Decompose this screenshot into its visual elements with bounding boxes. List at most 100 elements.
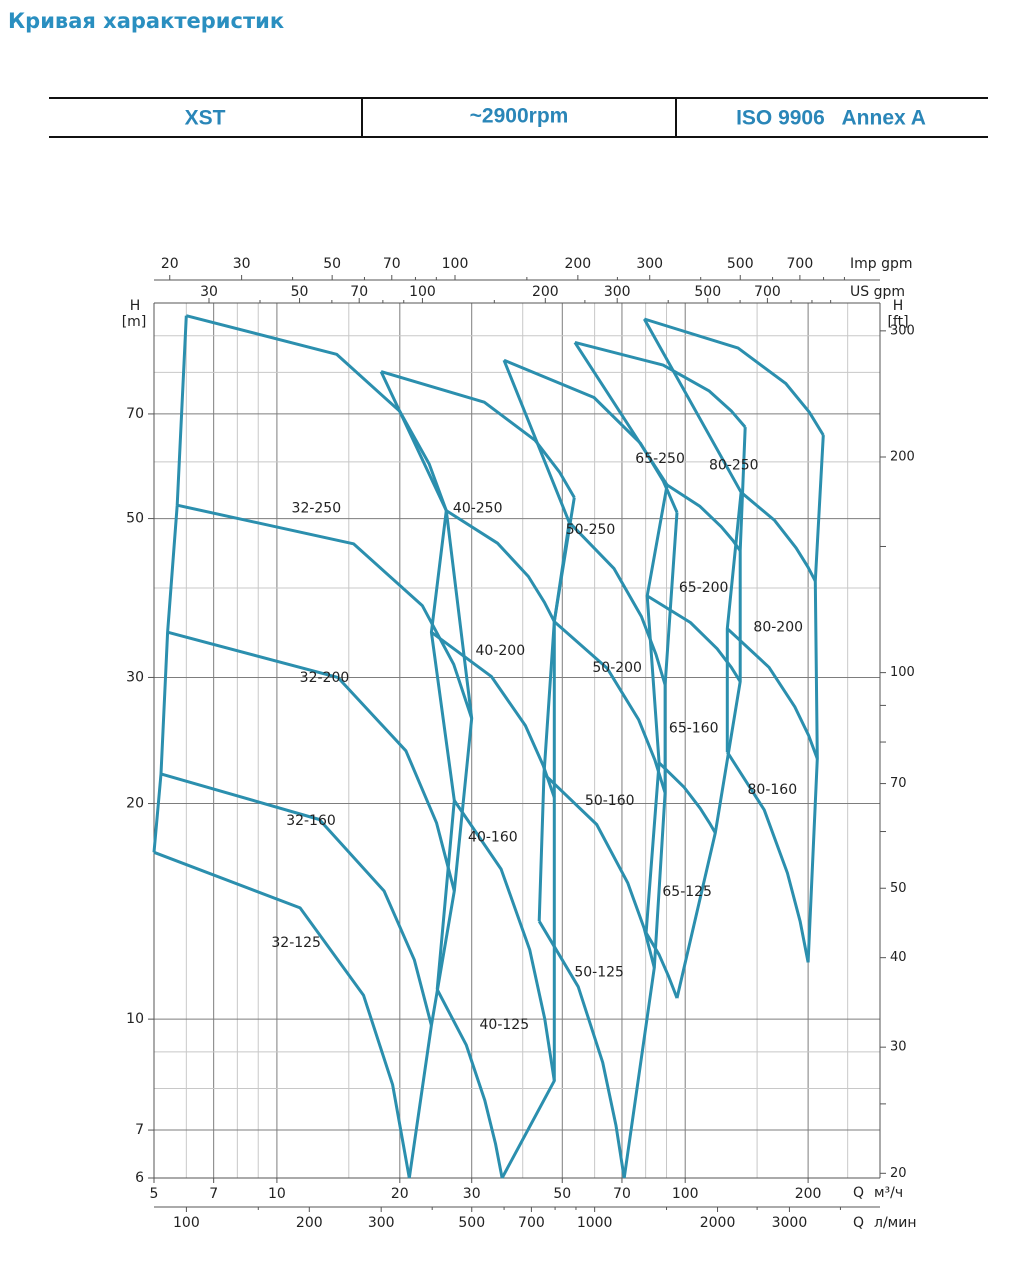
page-title: Кривая характеристик: [8, 9, 284, 33]
model-label: 65-160: [669, 721, 719, 737]
x2-tick-label: 50: [291, 284, 309, 300]
y2-tick-label: 70: [890, 776, 907, 791]
y2-tick-label: 200: [890, 449, 915, 464]
x2-tick-label: 100: [442, 256, 469, 272]
x-tick-label: 5: [150, 1186, 159, 1202]
pump-curve: [445, 509, 556, 623]
pump-curve: [740, 491, 817, 582]
pump-curve: [643, 317, 825, 436]
x2-tick-label: 200: [564, 256, 591, 272]
x2-tick-label: 1000: [577, 1215, 613, 1231]
x-axis-label: Q: [853, 1185, 864, 1201]
envelope-line: [573, 341, 669, 933]
pump-curve: [553, 620, 667, 794]
model-label: 80-250: [709, 458, 759, 474]
x2-axis-unit: л/мин: [874, 1215, 916, 1231]
pump-curve: [644, 932, 679, 999]
pump-curve: [726, 751, 810, 963]
pump-curve: [160, 772, 433, 1026]
y2-tick-label: 50: [890, 881, 907, 896]
model-label: 65-250: [635, 451, 685, 467]
x2-tick-label: 300: [368, 1215, 395, 1231]
y-axis-unit: [m]: [122, 314, 147, 330]
x2-tick-label: 50: [323, 256, 341, 272]
header-cell: ISO 9906 Annex A: [736, 107, 926, 130]
x2-tick-label: 200: [296, 1215, 323, 1231]
y-tick-label: 30: [126, 669, 144, 685]
pump-curve: [537, 920, 626, 1179]
x2-tick-label: 30: [200, 284, 218, 300]
x2-axis-label: Q: [853, 1215, 864, 1231]
x2-axis-unit: US gpm: [850, 284, 905, 300]
y2-tick-label: 300: [890, 323, 915, 338]
model-label: 50-200: [592, 660, 642, 676]
x2-tick-label: 300: [604, 284, 631, 300]
model-label: 50-160: [585, 793, 635, 809]
envelope-line: [675, 427, 747, 999]
x2-tick-label: 100: [409, 284, 436, 300]
y2-axis-unit: [ft]: [887, 314, 908, 330]
x2-tick-label: 70: [383, 256, 401, 272]
x-axis-unit: м³/ч: [874, 1185, 903, 1201]
model-label: 40-200: [476, 643, 526, 659]
envelope-line: [806, 435, 825, 963]
y-tick-label: 20: [126, 796, 144, 812]
y2-axis-label: H: [893, 298, 904, 314]
envelope-line: [407, 510, 474, 1179]
model-label: 40-125: [480, 1017, 530, 1033]
pump-curve: [658, 761, 717, 834]
model-label: 65-200: [679, 580, 729, 596]
pump-curve: [542, 772, 656, 969]
model-label: 50-250: [566, 522, 616, 538]
y2-tick-label: 20: [890, 1166, 907, 1181]
x2-tick-label: 200: [532, 284, 559, 300]
header-cell: ~2900rpm: [470, 105, 569, 128]
x-tick-label: 30: [463, 1186, 481, 1202]
model-label: 80-200: [753, 619, 803, 635]
pump-curve: [185, 314, 448, 512]
x-tick-label: 7: [209, 1186, 218, 1202]
model-label: 32-125: [271, 935, 321, 951]
y-tick-label: 50: [126, 511, 144, 527]
x2-tick-label: 30: [233, 256, 251, 272]
pump-curve: [153, 850, 411, 1179]
x2-tick-label: 300: [636, 256, 663, 272]
pump-curve: [646, 594, 742, 683]
x-tick-label: 70: [613, 1186, 631, 1202]
model-label: 50-125: [574, 965, 624, 981]
x-tick-label: 100: [672, 1186, 699, 1202]
y2-tick-label: 30: [890, 1040, 907, 1055]
header-cell: XST: [185, 107, 226, 130]
model-label: 40-250: [453, 500, 503, 516]
x2-tick-label: 70: [350, 284, 368, 300]
pump-curve: [574, 340, 747, 429]
pump-curve: [176, 503, 474, 719]
y-tick-label: 70: [126, 406, 144, 422]
model-label: 32-250: [292, 500, 342, 516]
y-axis-label: H: [130, 298, 141, 314]
envelope-line: [622, 512, 679, 1179]
x2-tick-label: 700: [518, 1215, 545, 1231]
x2-tick-label: 2000: [700, 1215, 736, 1231]
x-tick-label: 200: [795, 1186, 822, 1202]
pump-curve: [568, 521, 667, 686]
pump-curve: [453, 799, 556, 1082]
x2-tick-label: 20: [161, 256, 179, 272]
y2-tick-label: 100: [890, 665, 915, 680]
x2-axis-unit: Imp gpm: [850, 256, 913, 272]
model-label: 40-160: [468, 830, 518, 846]
envelope-line: [379, 370, 456, 990]
pump-curve: [435, 988, 504, 1179]
model-label: 80-160: [748, 782, 798, 798]
pump-curve: [726, 627, 819, 760]
envelope-line: [502, 359, 571, 922]
y-tick-label: 6: [135, 1170, 144, 1186]
x2-tick-label: 500: [458, 1215, 485, 1231]
x2-tick-label: 500: [694, 284, 721, 300]
x2-tick-label: 3000: [772, 1215, 808, 1231]
y-tick-label: 10: [126, 1011, 144, 1027]
model-label: 32-200: [300, 670, 350, 686]
y2-tick-label: 40: [890, 950, 907, 965]
pump-curve: [167, 630, 456, 892]
